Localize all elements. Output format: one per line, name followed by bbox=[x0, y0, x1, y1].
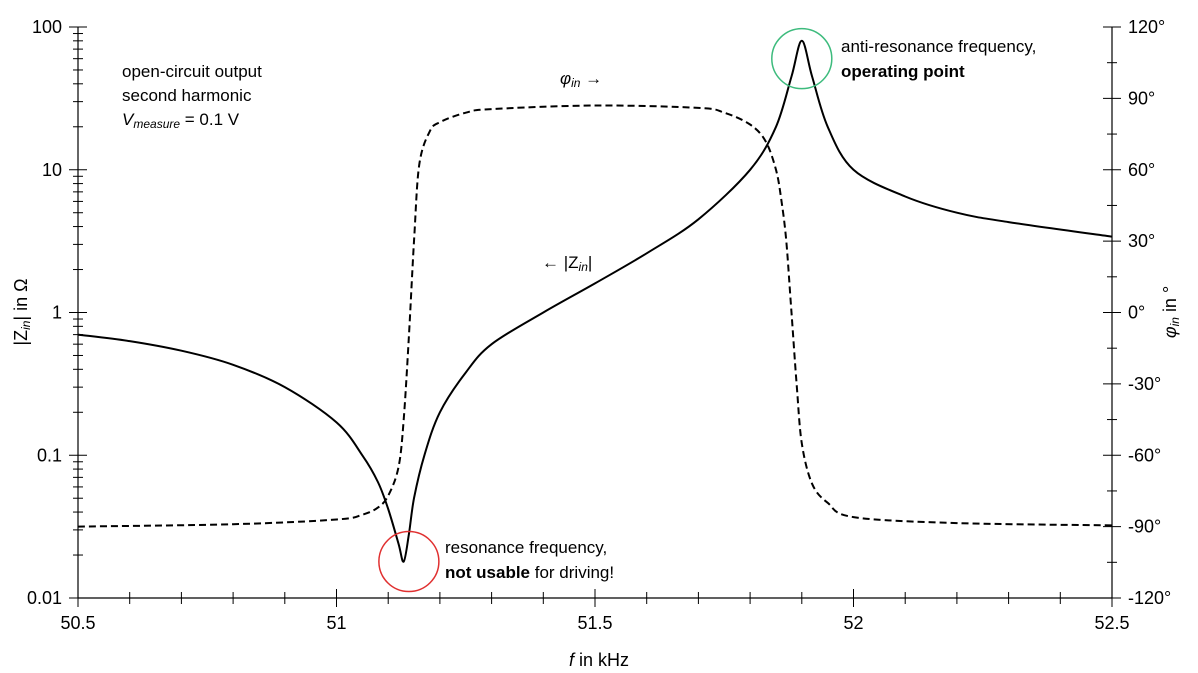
y-left-tick-label: 0.01 bbox=[27, 588, 62, 608]
x-tick-label: 50.5 bbox=[60, 613, 95, 633]
y-left-tick-label: 0.1 bbox=[37, 445, 62, 465]
resonance-circle bbox=[378, 530, 440, 593]
phase-curve bbox=[77, 104, 1113, 528]
anti-resonance-label: anti-resonance frequency, bbox=[841, 37, 1036, 56]
vmeasure-label: Vmeasure = 0.1 V bbox=[122, 110, 240, 131]
z-series-label: ← |Zin| bbox=[542, 253, 592, 274]
x-axis-title: f in kHz bbox=[569, 650, 629, 670]
x-tick-label: 52 bbox=[843, 613, 863, 633]
x-tick-label: 52.5 bbox=[1094, 613, 1129, 633]
y-right-tick-label: 30° bbox=[1128, 231, 1155, 251]
phi-series-label: φin → bbox=[560, 69, 602, 90]
y-left-tick-label: 10 bbox=[42, 160, 62, 180]
info-line1: open-circuit output bbox=[122, 62, 262, 81]
tick-labels: 50.5 51 51.5 52 52.5 0.01 0.1 1 10 100 -120° -90° -6… bbox=[27, 17, 1171, 633]
y-right-axis-title: φin in ° bbox=[1160, 286, 1182, 338]
operating-point-label: operating point bbox=[841, 62, 965, 81]
y-right-tick-label: -120° bbox=[1128, 588, 1171, 608]
anti-resonance-circle bbox=[771, 27, 833, 90]
resonance-label: resonance frequency, bbox=[445, 538, 607, 557]
y-right-tick-label: -60° bbox=[1128, 445, 1161, 465]
y-right-tick-label: -90° bbox=[1128, 517, 1161, 537]
x-tick-label: 51 bbox=[326, 613, 346, 633]
y-right-tick-label: -30° bbox=[1128, 374, 1161, 394]
x-tick-label: 51.5 bbox=[577, 613, 612, 633]
tick-marks bbox=[69, 26, 1121, 607]
curves bbox=[77, 39, 1113, 563]
highlight-markers bbox=[378, 27, 833, 593]
y-right-tick-label: 120° bbox=[1128, 17, 1165, 37]
not-usable-label: not usable for driving! bbox=[445, 563, 614, 582]
y-left-tick-label: 1 bbox=[52, 303, 62, 323]
y-right-tick-label: 90° bbox=[1128, 88, 1155, 108]
y-left-tick-label: 100 bbox=[32, 17, 62, 37]
y-left-axis-title: |Zin| in Ω bbox=[11, 278, 33, 345]
info-line2: second harmonic bbox=[122, 86, 252, 105]
y-right-tick-label: 0° bbox=[1128, 303, 1145, 323]
y-right-tick-label: 60° bbox=[1128, 160, 1155, 180]
impedance-curve bbox=[77, 39, 1113, 563]
